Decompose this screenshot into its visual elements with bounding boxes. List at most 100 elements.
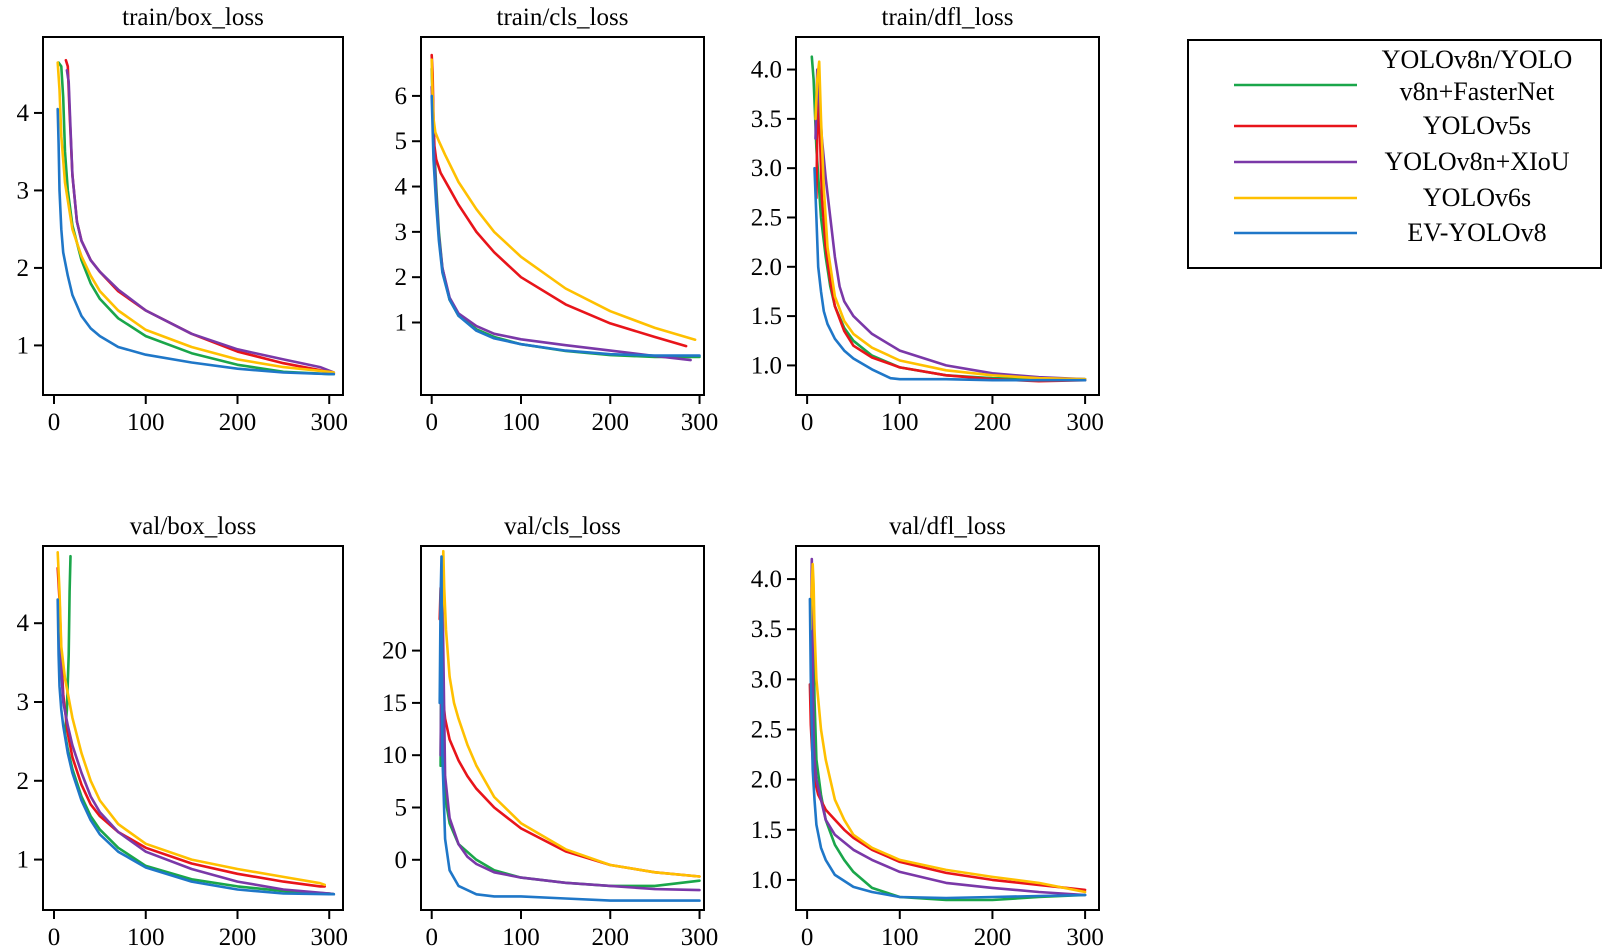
legend-entry-yolov5s: YOLOv5s — [1234, 111, 1531, 140]
series-line-yolov5s — [56, 566, 326, 888]
y-tick-label: 1 — [17, 847, 30, 874]
x-tick-label: 0 — [425, 924, 438, 951]
y-tick-label: 2 — [17, 768, 30, 795]
panel-val-box-loss: val/box_loss 0 100 200 300 1 2 3 4 — [17, 513, 348, 951]
series-line-yolov6s — [439, 549, 701, 878]
y-tick-label: 3 — [395, 219, 408, 246]
legend-label: YOLOv8n/YOLO — [1382, 45, 1573, 74]
x-tick-label: 200 — [219, 409, 257, 436]
y-tick-label: 5 — [395, 794, 408, 821]
series-line-yolov8n-yolov8n-fasternet — [430, 67, 701, 359]
plot-frame — [795, 36, 1100, 396]
x-tick-label: 100 — [127, 409, 165, 436]
series-line-yolov6s — [56, 61, 336, 374]
series-line-ev-yolov8 — [438, 555, 701, 902]
x-tick-label: 300 — [681, 409, 719, 436]
y-tick-label: 1 — [17, 332, 30, 359]
y-tick-label: 5 — [395, 128, 408, 155]
chart-title: train/cls_loss — [497, 4, 629, 31]
plot-frame — [42, 36, 344, 396]
x-tick-label: 100 — [502, 409, 540, 436]
series-line-yolov6s — [809, 562, 1087, 894]
x-tick-label: 0 — [801, 409, 814, 436]
series-line-yolov8n-xiou — [439, 586, 701, 892]
legend-entry-yolov8n-yolo-v8n-fasternet: YOLOv8n/YOLO v8n+FasterNet — [1234, 45, 1572, 106]
x-tick-label: 100 — [881, 924, 919, 951]
panel-train-box-loss: train/box_loss 0 100 200 300 1 2 3 4 — [17, 4, 348, 436]
series-line-yolov8n-yolov8n-fasternet — [57, 61, 336, 376]
series-line-yolov5s — [64, 58, 336, 375]
x-tick-label: 300 — [310, 924, 348, 951]
legend-entry-yolov8n-xiou: YOLOv8n+XIoU — [1234, 147, 1570, 176]
x-tick-label: 100 — [881, 409, 919, 436]
legend-label: EV-YOLOv8 — [1407, 218, 1546, 247]
x-tick-label: 0 — [425, 409, 438, 436]
x-tick-label: 200 — [592, 924, 630, 951]
series-line-yolov6s — [56, 551, 326, 887]
y-tick-label: 10 — [382, 742, 407, 769]
y-tick-label: 3.0 — [751, 155, 782, 182]
plot-frame — [420, 36, 705, 396]
plot-frame — [420, 545, 705, 911]
x-tick-label: 300 — [310, 409, 348, 436]
series-line-yolov5s — [808, 683, 1087, 892]
legend-label: YOLOv6s — [1423, 183, 1531, 212]
series-line-yolov8n-yolov8n-fasternet — [439, 597, 701, 888]
y-tick-label: 2.0 — [751, 254, 782, 281]
y-tick-label: 2 — [395, 264, 408, 291]
series-line-ev-yolov8 — [56, 107, 336, 376]
series-line-yolov8n-yolov8n-fasternet — [63, 554, 336, 896]
y-tick-label: 4 — [17, 100, 30, 127]
y-tick-label: 2.5 — [751, 717, 782, 744]
series-line-yolov8n-yolov8n-fasternet — [811, 577, 1087, 902]
x-tick-label: 200 — [974, 924, 1012, 951]
y-tick-label: 15 — [382, 690, 407, 717]
series-line-yolov6s — [430, 58, 697, 341]
y-tick-label: 4.0 — [751, 566, 782, 593]
series-line-yolov5s — [815, 97, 1087, 383]
x-tick-label: 300 — [1066, 924, 1104, 951]
legend-label: v8n+FasterNet — [1400, 77, 1556, 106]
series-line-yolov5s — [438, 586, 701, 878]
series-line-yolov8n-xiou — [814, 68, 1087, 381]
legend: YOLOv8n/YOLO v8n+FasterNet YOLOv5s YOLOv8n+… — [1187, 39, 1602, 269]
chart-title: val/dfl_loss — [889, 513, 1006, 540]
y-tick-label: 3 — [17, 177, 30, 204]
legend-entry-yolov6s: YOLOv6s — [1234, 183, 1531, 212]
panel-val-cls-loss: val/cls_loss 0 100 200 300 0 5 10 15 20 — [382, 513, 718, 951]
series-line-yolov8n-xiou — [809, 557, 1087, 897]
y-tick-label: 1.0 — [751, 867, 782, 894]
y-tick-label: 20 — [382, 638, 407, 665]
x-tick-label: 200 — [219, 924, 257, 951]
y-tick-label: 3.5 — [751, 106, 782, 133]
y-tick-label: 1.5 — [751, 817, 782, 844]
x-tick-label: 100 — [502, 924, 540, 951]
x-tick-label: 200 — [974, 409, 1012, 436]
series-line-yolov8n-xiou — [57, 606, 336, 896]
y-tick-label: 3 — [17, 689, 30, 716]
panel-train-cls-loss: train/cls_loss 0 100 200 300 1 2 3 4 5 6 — [395, 4, 719, 436]
y-tick-label: 2.5 — [751, 204, 782, 231]
y-tick-label: 1.0 — [751, 352, 782, 379]
x-tick-label: 0 — [801, 924, 814, 951]
series-line-ev-yolov8 — [430, 94, 701, 357]
x-tick-label: 0 — [48, 924, 61, 951]
plot-frame — [795, 545, 1100, 911]
legend-box — [1187, 39, 1602, 269]
x-tick-label: 0 — [48, 409, 61, 436]
panel-train-dfl-loss: train/dfl_loss 0 100 200 300 1.0 1.5 2.0 2.5 3.0 3… — [751, 4, 1104, 436]
y-tick-label: 2 — [17, 255, 30, 282]
y-tick-label: 4.0 — [751, 57, 782, 84]
y-tick-label: 3.5 — [751, 616, 782, 643]
chart-title: val/box_loss — [130, 513, 256, 540]
x-tick-label: 300 — [681, 924, 719, 951]
series-line-yolov6s — [814, 60, 1087, 381]
y-tick-label: 1.5 — [751, 303, 782, 330]
y-tick-label: 4 — [17, 610, 30, 637]
legend-label: YOLOv5s — [1423, 111, 1531, 140]
x-tick-label: 200 — [592, 409, 630, 436]
series-line-ev-yolov8 — [808, 597, 1087, 900]
panel-val-dfl-loss: val/dfl_loss 0 100 200 300 1.0 1.5 2.0 2.5 3.0 3.5… — [751, 513, 1104, 951]
